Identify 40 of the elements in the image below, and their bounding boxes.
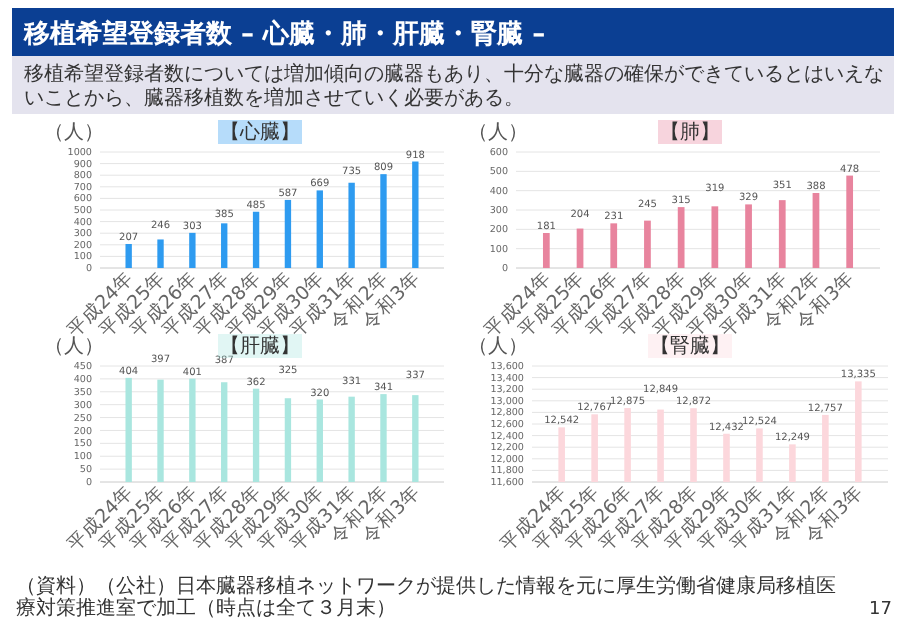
bar (316, 190, 323, 268)
bar (252, 388, 260, 482)
bar (316, 399, 323, 482)
bar (846, 175, 854, 268)
bar (125, 243, 132, 268)
text: 17 (869, 600, 892, 620)
bar (778, 200, 786, 268)
bar (380, 394, 387, 482)
bar (189, 378, 196, 482)
bar (644, 220, 651, 268)
bar (189, 232, 196, 268)
bar (542, 233, 550, 268)
bar (252, 211, 260, 268)
bar (284, 398, 292, 482)
bar (221, 382, 228, 482)
bar (412, 395, 419, 482)
chart-title: 【肺】 (660, 120, 720, 144)
bar (284, 199, 292, 268)
bar (380, 174, 387, 268)
bar (677, 207, 685, 268)
text: （資料）（公社）日本臓器移植ネットワークが提供した情報を元に厚生労働省健康局移植医療対策推進室で加工（時点は全て３月末） (16, 574, 836, 620)
bar (610, 223, 618, 268)
bar (711, 206, 719, 268)
y-axis-title: （人） (44, 336, 104, 358)
chart-title: 【腎臓】 (650, 334, 730, 358)
bar (125, 377, 132, 482)
bar (157, 239, 164, 268)
y-axis-title: （人） (468, 336, 528, 358)
bar (745, 204, 752, 268)
y-axis-title: （人） (468, 122, 528, 144)
bar (412, 161, 419, 268)
text: 移植希望登録者数については増加傾向の臓器もあり、十分な臓器の確保ができているとはいえないことから、臓器移植数を増加させていく必要がある。 (24, 62, 884, 110)
bar (221, 223, 228, 268)
chart-title: 【肝臓】 (220, 334, 300, 358)
chart-title: 【心臓】 (220, 120, 300, 144)
y-axis-title: （人） (44, 122, 104, 144)
bar (348, 182, 355, 268)
text: 移植希望登録者数 – 心臓・肺・肝臓・腎臓 – (22, 18, 546, 50)
bar (157, 379, 164, 482)
bar (348, 396, 355, 482)
